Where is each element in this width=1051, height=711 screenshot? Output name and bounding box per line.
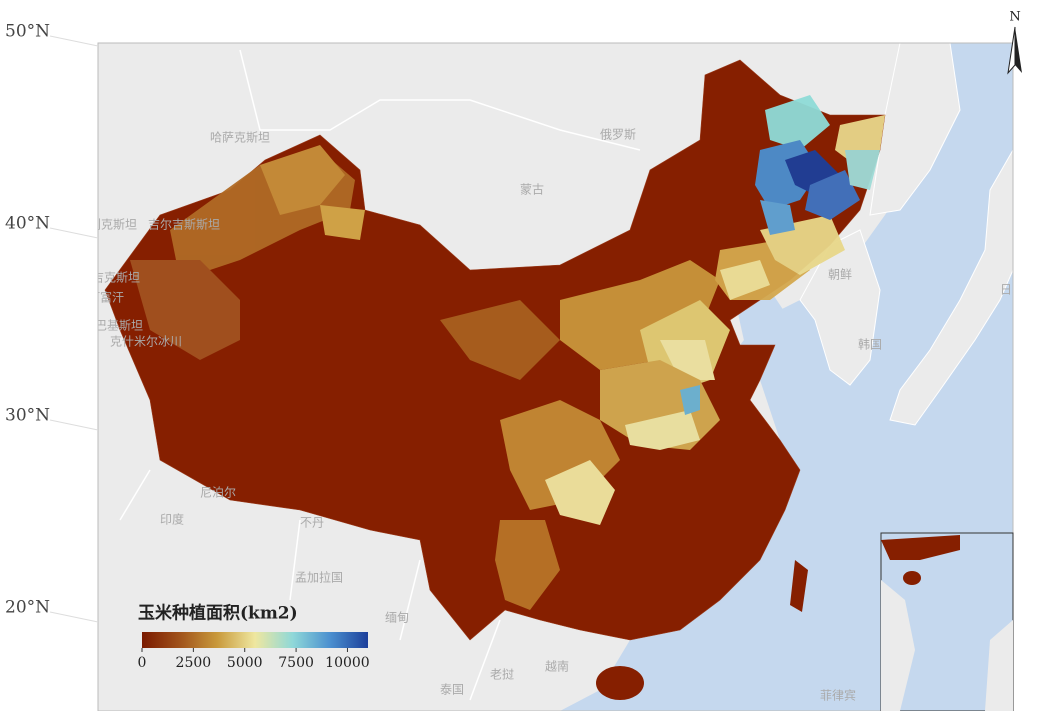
colorbar-tick-label: 7500 — [278, 655, 314, 671]
russia-coast — [869, 43, 961, 216]
place-label: 乌兹别克斯坦 — [65, 217, 137, 232]
place-label: 塔吉克斯坦 — [80, 271, 140, 285]
north-arrow: N — [1007, 10, 1022, 75]
place-label: 老挝 — [490, 668, 514, 682]
inset-hainan — [903, 571, 921, 585]
korea — [799, 229, 881, 386]
lat-label: 30°N — [5, 406, 50, 426]
inset — [880, 532, 1014, 711]
arrow-right — [1015, 27, 1022, 73]
inset-land — [881, 580, 915, 711]
legend: 0 2500 5000 7500 10000 — [138, 632, 370, 671]
place-label: 缅甸 — [385, 611, 409, 625]
north-label: N — [1009, 10, 1020, 25]
place-label: 菲律宾 — [820, 688, 856, 703]
place-label: 朝鲜 — [828, 268, 852, 282]
lat-line — [49, 35, 99, 47]
legend-title: 玉米种植面积(km2) — [138, 603, 298, 624]
inset-china — [881, 535, 960, 560]
place-label: 巴基斯坦 — [95, 319, 143, 333]
place-label: 阿富汗 — [88, 290, 124, 305]
place-label: 印度 — [160, 512, 184, 527]
place-label: 不丹 — [300, 516, 324, 530]
lat-label: 40°N — [5, 214, 50, 234]
place-label: 吉尔吉斯斯坦 — [148, 217, 220, 232]
place-label: 孟加拉国 — [295, 570, 343, 585]
lat-label: 50°N — [5, 22, 50, 42]
place-label: 泰国 — [440, 683, 464, 697]
place-label: 日本 — [1000, 283, 1024, 297]
place-label: 哈萨克斯坦 — [210, 131, 270, 145]
hainan — [596, 666, 644, 700]
lat-line — [49, 611, 99, 623]
inset-philippines — [985, 620, 1013, 711]
regions — [130, 95, 885, 610]
lat-label: 20°N — [5, 598, 50, 618]
place-label: 尼泊尔 — [200, 485, 236, 500]
place-label: 克什米尔冰川 — [110, 334, 182, 349]
place-label: 韩国 — [858, 337, 882, 352]
place-label: 蒙古 — [520, 182, 544, 197]
taiwan — [790, 560, 808, 612]
colorbar-tick-label: 0 — [138, 655, 147, 671]
colorbar-tick-label: 5000 — [227, 655, 263, 671]
lat-line — [49, 227, 99, 239]
colorbar-tick-label: 10000 — [325, 655, 370, 671]
lat-line — [49, 419, 99, 431]
place-label: 俄罗斯 — [600, 128, 636, 142]
map-frame — [97, 42, 1014, 711]
place-label: 越南 — [545, 659, 569, 674]
japan — [889, 148, 1013, 426]
colorbar-tick-label: 2500 — [176, 655, 212, 671]
lat-labels: 50°N 40°N 30°N 20°N — [5, 22, 99, 623]
colorbar — [142, 632, 368, 648]
